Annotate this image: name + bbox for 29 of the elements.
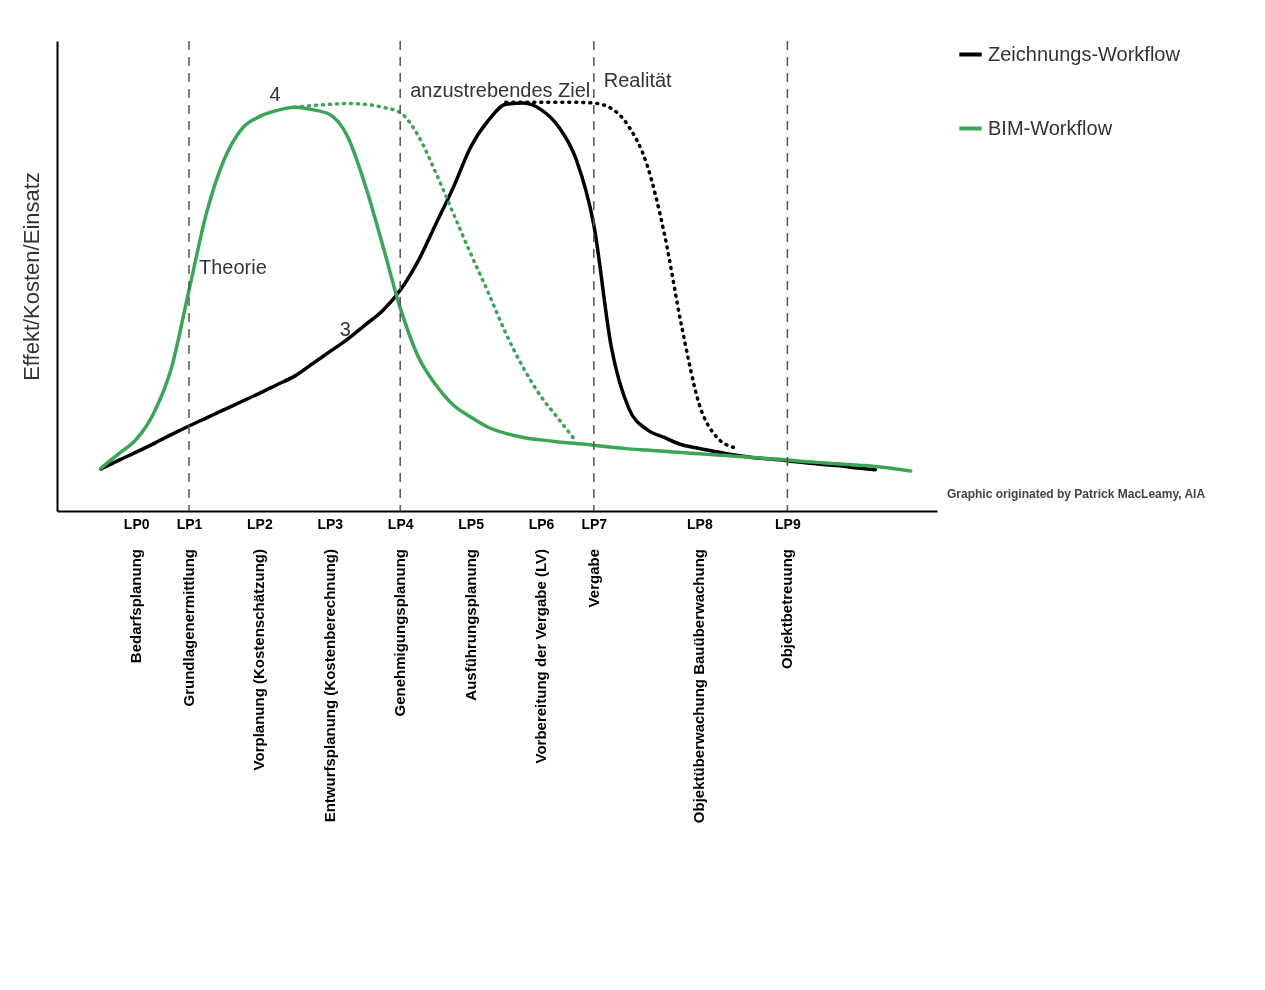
x-tick-label: LP2 (247, 515, 273, 532)
annotation: 3 (339, 317, 351, 340)
text: Vorplanung (Kostenschätzung) (250, 549, 268, 771)
x-tick-label: LP7 (581, 515, 608, 532)
text: Graphic originated by Patrick MacLeamy, AIA (947, 487, 1206, 501)
annotation: Realität (603, 69, 673, 92)
text: Objektüberwachung Bauüberwachung (690, 549, 708, 824)
y-axis-title: Effekt/Kosten/Einsatz (18, 172, 44, 381)
x-tick-label: LP9 (775, 515, 801, 532)
x-tick-label: LP6 (528, 515, 555, 532)
legend-label: BIM-Workflow (988, 116, 1113, 139)
annotation: 4 (269, 82, 281, 105)
text: Grundlagenermittlung (180, 549, 197, 707)
x-tick-label: LP1 (176, 515, 203, 532)
text: Bedarfsplanung (127, 549, 145, 664)
x-tick-label: LP3 (317, 515, 344, 532)
legend-label: Zeichnungs-Workflow (988, 42, 1181, 65)
text: Vergabe (584, 549, 602, 608)
text: Entwurfsplanung (Kostenberechnung) (320, 549, 338, 823)
text: Objektbetreuung (778, 549, 796, 670)
annotation: Theorie (199, 256, 267, 279)
x-tick-label: LP5 (458, 515, 485, 532)
annotation: anzustrebendes Ziel (410, 78, 591, 101)
text: Vorbereitung der Vergabe (LV) (532, 549, 549, 764)
text: Ausführungsplanung (461, 549, 479, 701)
text: Genehmigungsplanung (391, 549, 409, 717)
x-tick-label: LP4 (387, 515, 414, 532)
x-tick-label: LP8 (687, 515, 713, 532)
x-tick-label: LP0 (123, 515, 150, 532)
